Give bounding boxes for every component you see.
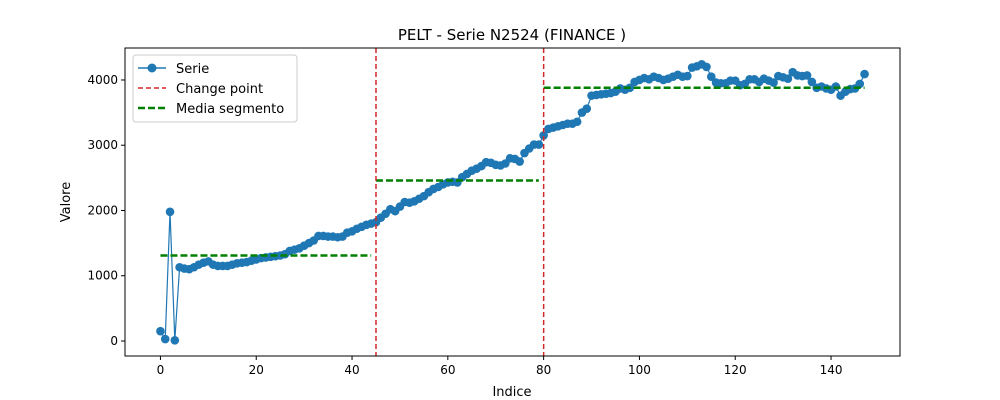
y-tick-label: 0 <box>110 334 118 348</box>
legend-box <box>132 54 298 123</box>
data-point <box>706 72 716 82</box>
x-tick-label: 60 <box>440 363 455 377</box>
x-tick-label: 40 <box>344 363 359 377</box>
data-point <box>170 336 180 345</box>
y-axis: 0 1000 2000 3000 4000 <box>87 73 125 348</box>
x-tick-label: 80 <box>536 363 551 377</box>
data-point <box>855 79 865 89</box>
data-point <box>769 78 778 87</box>
data-point <box>860 69 869 79</box>
data-point <box>683 71 692 81</box>
plot-frame <box>124 47 901 357</box>
data-point <box>534 140 544 149</box>
x-axis-label: Indice <box>492 385 531 400</box>
x-axis: 0 20 40 60 80 100 120 140 <box>157 356 843 377</box>
x-tick-label: 140 <box>820 363 843 377</box>
data-point <box>156 326 165 336</box>
data-point <box>831 82 841 91</box>
data-point <box>165 207 175 217</box>
x-tick-label: 0 <box>157 363 165 377</box>
data-point <box>582 104 592 113</box>
legend: Serie Change point Media segmento <box>132 54 298 123</box>
x-tick-label: 20 <box>249 363 264 377</box>
data-point <box>702 62 711 72</box>
chart-title: PELT - Serie N2524 (FINANCE ) <box>398 26 626 44</box>
y-tick-label: 2000 <box>87 203 118 217</box>
data-point <box>802 71 812 80</box>
data-point <box>160 334 170 344</box>
y-axis-label: Valore <box>59 182 74 222</box>
plot-area <box>156 48 869 356</box>
x-tick-label: 120 <box>724 363 747 377</box>
legend-segment-mean-label: Media segmento <box>176 102 284 117</box>
y-tick-label: 4000 <box>87 73 118 87</box>
y-tick-label: 3000 <box>87 138 118 152</box>
data-point <box>572 117 582 127</box>
y-tick-label: 1000 <box>87 269 118 283</box>
data-point <box>539 131 548 140</box>
data-point <box>515 157 524 166</box>
data-point <box>807 77 817 87</box>
legend-change-point-label: Change point <box>176 82 263 97</box>
legend-serie-marker <box>147 63 157 73</box>
legend-serie-label: Serie <box>176 62 209 77</box>
data-point <box>783 74 793 83</box>
x-tick-label: 100 <box>628 363 651 377</box>
